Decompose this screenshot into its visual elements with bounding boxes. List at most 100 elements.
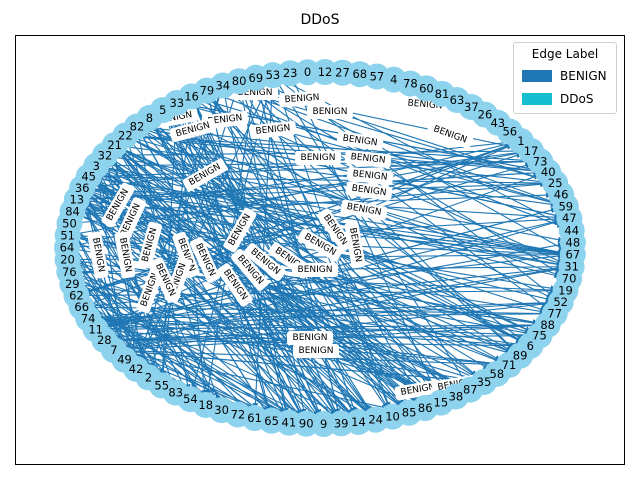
node-label-90: 90 bbox=[299, 417, 314, 431]
node-label-27: 27 bbox=[335, 66, 350, 80]
node-label-58: 58 bbox=[490, 367, 505, 381]
edge-benign bbox=[80, 288, 299, 420]
edge-label-box bbox=[344, 221, 366, 269]
node-label-10: 10 bbox=[385, 410, 400, 424]
node-label-33: 33 bbox=[169, 96, 184, 110]
edge-benign bbox=[79, 181, 547, 224]
node-label-4: 4 bbox=[390, 73, 397, 87]
node-label-22: 22 bbox=[118, 129, 133, 143]
edge-label: BENIGN bbox=[344, 221, 366, 269]
legend-label-ddos: DDoS bbox=[560, 92, 594, 106]
edge-label-text: BENIGN bbox=[238, 88, 273, 98]
chart-title: DDoS bbox=[300, 12, 340, 28]
node-label-7: 7 bbox=[110, 343, 117, 357]
node-label-75: 75 bbox=[532, 329, 547, 343]
edge-benign bbox=[105, 169, 512, 353]
node-label-37: 37 bbox=[464, 100, 479, 114]
node-label-5: 5 bbox=[159, 103, 166, 117]
edge-benign bbox=[281, 79, 564, 227]
node-label-65: 65 bbox=[264, 414, 279, 428]
node-label-6: 6 bbox=[527, 339, 534, 353]
node-label-46: 46 bbox=[554, 188, 569, 202]
node-label-59: 59 bbox=[558, 199, 573, 213]
node-label-77: 77 bbox=[547, 307, 562, 321]
edge-label-box bbox=[317, 208, 353, 252]
edge-benign bbox=[195, 105, 355, 414]
edge-benign bbox=[182, 110, 420, 402]
edge-label: BENIGN bbox=[249, 120, 297, 140]
node-label-49: 49 bbox=[117, 353, 132, 367]
edge-benign bbox=[77, 276, 299, 419]
node-label-47: 47 bbox=[562, 211, 577, 225]
edge-benign bbox=[73, 254, 232, 409]
edge-label: BENIGN bbox=[293, 344, 339, 358]
node-label-12: 12 bbox=[318, 65, 333, 79]
edge-label-text: BENIGN bbox=[342, 134, 378, 149]
edge-label-box bbox=[307, 105, 353, 119]
node-label-83: 83 bbox=[168, 386, 183, 400]
node-label-80: 80 bbox=[232, 74, 247, 88]
edge-benign bbox=[153, 126, 320, 417]
node-label-42: 42 bbox=[129, 362, 144, 376]
nodes-layer: 0 12 27 68 57 4 78 60 81 63 3726435611773402546594… bbox=[54, 59, 586, 437]
node-label-19: 19 bbox=[558, 284, 573, 298]
edge-benign bbox=[123, 266, 563, 349]
node-label-50: 50 bbox=[62, 216, 77, 230]
node-label-15: 15 bbox=[434, 396, 449, 410]
node-label-9: 9 bbox=[320, 417, 327, 431]
edge-label-text: BENIGN bbox=[293, 333, 328, 343]
legend-title: Edge Label bbox=[531, 47, 599, 61]
edge-label: BENIGN bbox=[114, 231, 136, 279]
edge-label: BENIGN bbox=[394, 379, 442, 401]
node-label-67: 67 bbox=[566, 248, 581, 262]
edge-benign bbox=[257, 87, 341, 415]
node-label-51: 51 bbox=[60, 228, 75, 242]
node-label-38: 38 bbox=[449, 389, 464, 403]
node-label-39: 39 bbox=[334, 416, 349, 430]
node-label-53: 53 bbox=[266, 68, 281, 82]
legend-swatch-benign bbox=[522, 70, 552, 82]
edge-benign bbox=[252, 85, 273, 410]
edge-label-box bbox=[217, 263, 253, 307]
node-label-26: 26 bbox=[478, 108, 493, 122]
node-label-56: 56 bbox=[502, 125, 517, 139]
node-label-29: 29 bbox=[65, 277, 80, 291]
edge-benign bbox=[86, 169, 540, 200]
node-label-36: 36 bbox=[75, 181, 90, 195]
node-label-0: 0 bbox=[304, 65, 311, 79]
node-label-89: 89 bbox=[513, 349, 528, 363]
node-label-66: 66 bbox=[74, 300, 89, 314]
node-label-28: 28 bbox=[97, 333, 112, 347]
node-label-69: 69 bbox=[249, 71, 264, 85]
node-label-25: 25 bbox=[548, 176, 563, 190]
node-label-52: 52 bbox=[553, 295, 568, 309]
edge-label: BENIGN bbox=[344, 149, 392, 169]
edge-label-box bbox=[249, 120, 297, 140]
node-label-31: 31 bbox=[564, 260, 579, 274]
edge-label: BENIGN bbox=[340, 199, 388, 221]
edge-label-text: BENIGN bbox=[298, 265, 333, 275]
node-label-8: 8 bbox=[146, 111, 153, 125]
edge-label: BENIGN bbox=[137, 221, 163, 269]
edge-label-box bbox=[101, 182, 135, 228]
edge-benign bbox=[121, 151, 419, 403]
node-label-87: 87 bbox=[463, 383, 478, 397]
edge-label-box bbox=[297, 228, 343, 262]
edge-label-text: BENIGN bbox=[299, 346, 334, 356]
edge-label-text: BENIGN bbox=[350, 152, 386, 166]
node-label-24: 24 bbox=[368, 413, 383, 427]
node-label-55: 55 bbox=[154, 378, 169, 392]
node-label-54: 54 bbox=[183, 392, 198, 406]
edge-label-box bbox=[345, 181, 393, 201]
legend-swatch-ddos bbox=[522, 93, 552, 105]
edge-label: BENIGN bbox=[346, 166, 394, 186]
edge-benign bbox=[123, 350, 476, 384]
edge-label: BENIGN bbox=[307, 105, 353, 119]
edge-label-box bbox=[149, 257, 181, 303]
edge-label-box bbox=[223, 207, 257, 253]
edge-label: BENIGN bbox=[278, 90, 326, 108]
edge-label-box bbox=[189, 237, 221, 283]
plot-frame bbox=[15, 35, 625, 465]
node-label-44: 44 bbox=[564, 223, 579, 237]
node-label-84: 84 bbox=[65, 204, 80, 218]
